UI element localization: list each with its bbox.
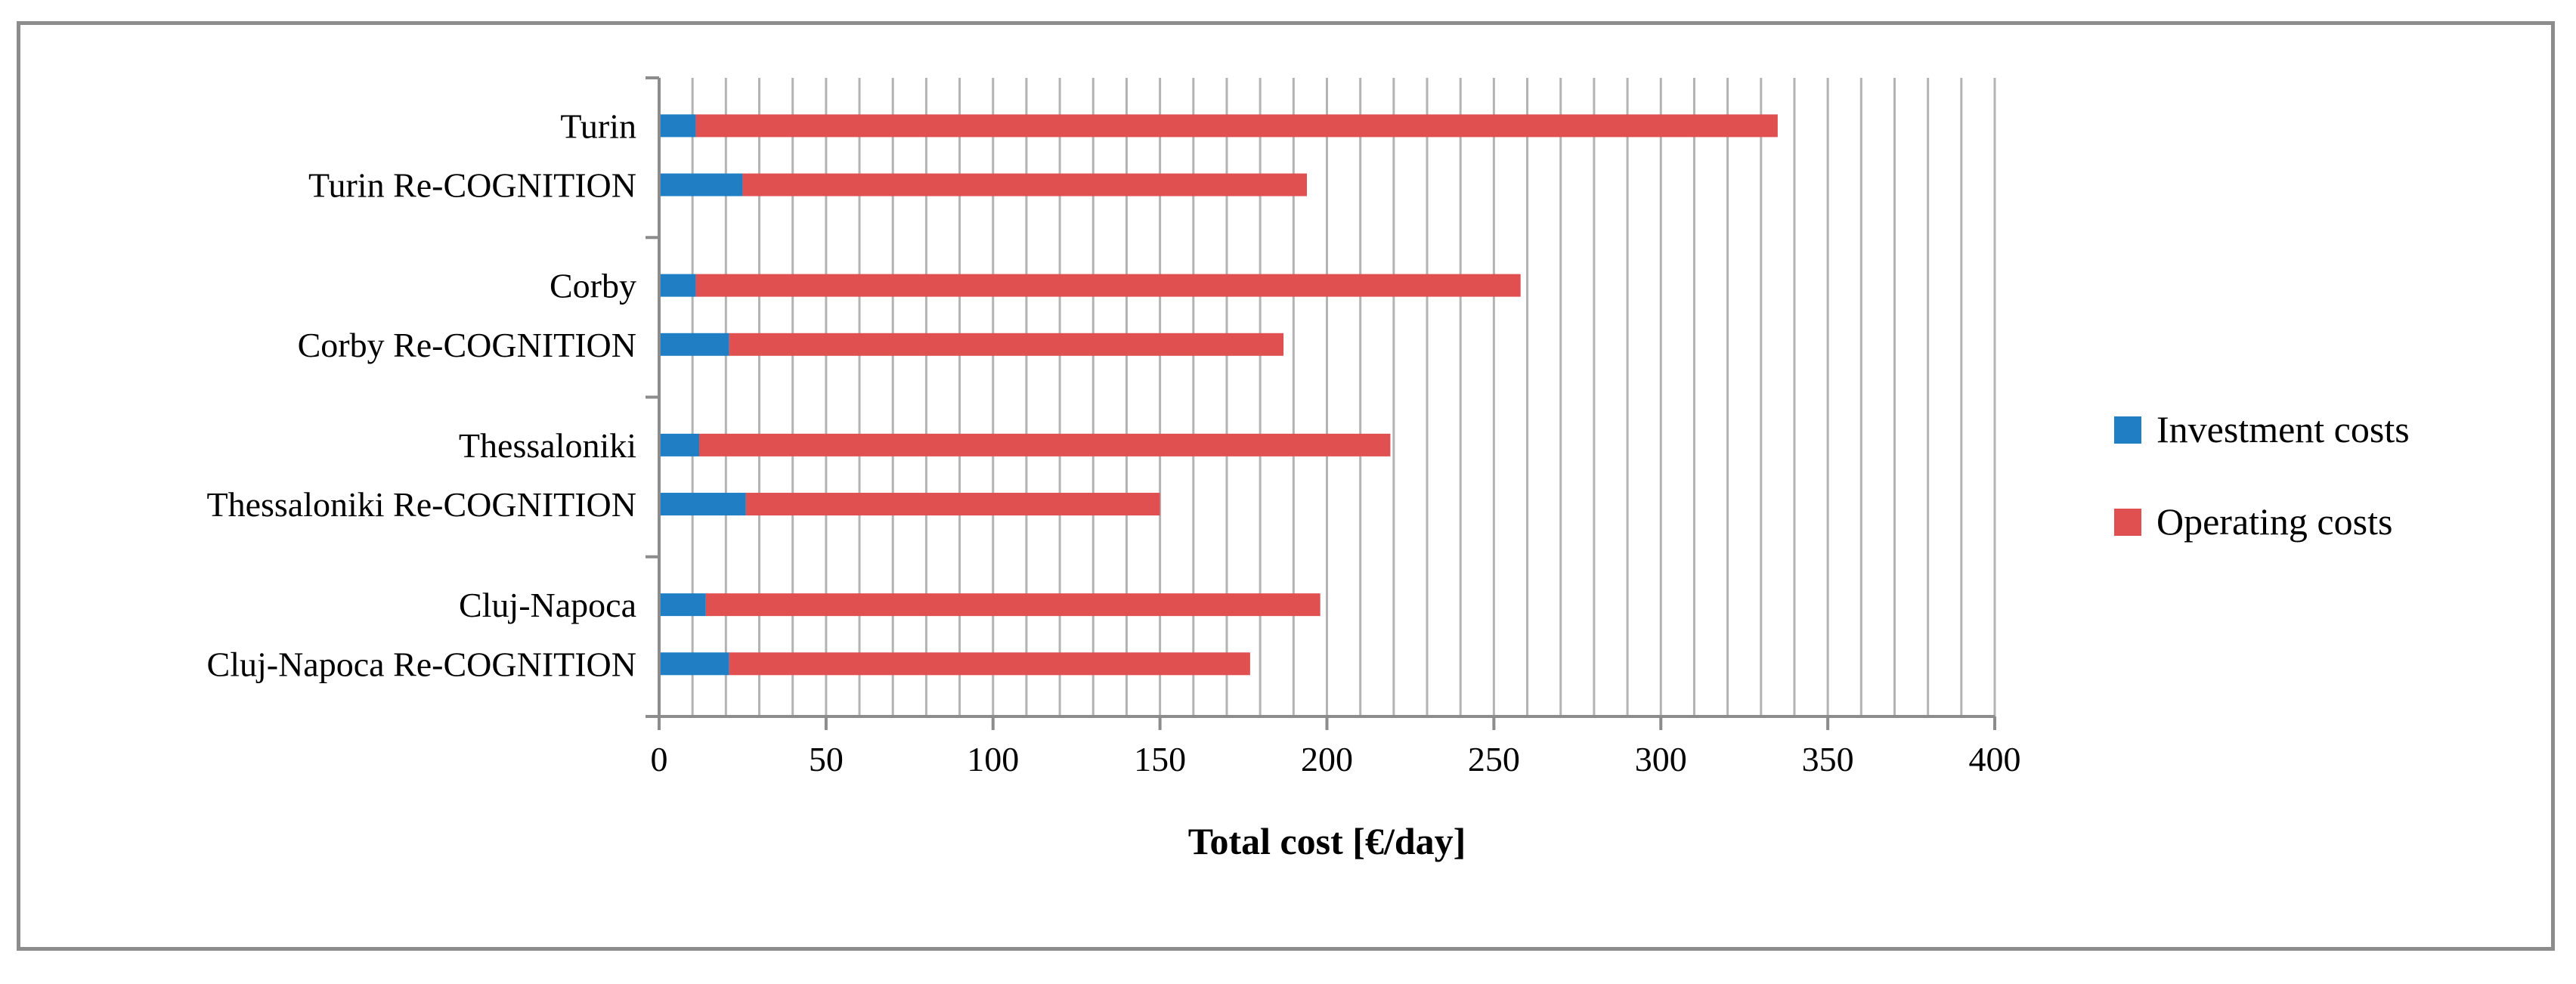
x-axis-title: Total cost [€/day] [1188, 820, 1466, 862]
bar-investment-costs [659, 114, 696, 138]
x-tick-label: 400 [1969, 740, 2021, 778]
bar-operating-costs [729, 652, 1250, 676]
chart-frame: Turin Turin Re-COGNITION Corby Corby Re-COG… [17, 21, 2555, 951]
category-labels: Turin Turin Re-COGNITION Corby Corby Re-COG… [206, 107, 636, 683]
bar-operating-costs [695, 114, 1778, 138]
x-tick-label: 150 [1134, 740, 1186, 778]
bar-operating-costs [745, 493, 1160, 516]
bar-operating-costs [729, 333, 1284, 356]
bar-operating-costs [695, 274, 1521, 297]
legend-swatch-operating [2114, 509, 2141, 536]
legend-label: Investment costs [2156, 408, 2410, 450]
bar-operating-costs [699, 433, 1391, 456]
bar-operating-costs [742, 173, 1307, 196]
bar-investment-costs [659, 433, 700, 456]
bars [659, 114, 1778, 676]
category-label: Thessaloniki [459, 426, 636, 465]
category-label: Turin [560, 107, 636, 145]
category-label: Turin Re-COGNITION [308, 166, 636, 205]
bar-investment-costs [659, 173, 743, 196]
category-label: Corby Re-COGNITION [298, 326, 636, 364]
x-tick-label: 50 [809, 740, 844, 778]
bar-investment-costs [659, 493, 746, 516]
bar-investment-costs [659, 274, 696, 297]
legend-swatch-investment [2114, 416, 2141, 444]
bar-investment-costs [659, 593, 706, 617]
legend: Investment costs Operating costs [2114, 408, 2410, 543]
bar-operating-costs [705, 593, 1321, 617]
x-tick-label: 100 [967, 740, 1019, 778]
category-label: Corby [550, 267, 636, 305]
category-label: Cluj-Napoca [459, 586, 636, 624]
bar-investment-costs [659, 652, 729, 676]
x-tick-label: 200 [1301, 740, 1353, 778]
x-tick-labels: 0 50 100 150 200 250 300 350 400 [651, 740, 2021, 778]
category-label: Cluj-Napoca Re-COGNITION [207, 645, 636, 683]
x-tick-label: 300 [1635, 740, 1687, 778]
bar-investment-costs [659, 333, 729, 356]
bar-chart: Turin Turin Re-COGNITION Corby Corby Re-COG… [206, 76, 2410, 862]
category-label: Thessaloniki Re-COGNITION [206, 485, 636, 524]
legend-label: Operating costs [2156, 500, 2392, 543]
x-tick-label: 250 [1468, 740, 1520, 778]
axes [646, 76, 1996, 730]
x-tick-label: 0 [651, 740, 668, 778]
x-tick-label: 350 [1802, 740, 1854, 778]
